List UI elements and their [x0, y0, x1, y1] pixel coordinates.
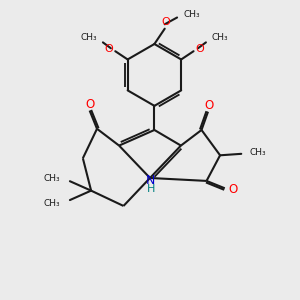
Text: O: O: [161, 17, 170, 27]
Text: CH₃: CH₃: [44, 199, 61, 208]
Text: N: N: [146, 174, 155, 187]
Text: CH₃: CH₃: [212, 34, 228, 43]
Text: O: O: [85, 98, 94, 111]
Text: O: O: [228, 183, 238, 196]
Text: O: O: [196, 44, 204, 54]
Text: CH₃: CH₃: [80, 34, 97, 43]
Text: CH₃: CH₃: [250, 148, 266, 157]
Text: O: O: [104, 44, 113, 54]
Text: H: H: [146, 184, 155, 194]
Text: O: O: [205, 99, 214, 112]
Text: CH₃: CH₃: [184, 10, 200, 19]
Text: CH₃: CH₃: [44, 174, 61, 183]
